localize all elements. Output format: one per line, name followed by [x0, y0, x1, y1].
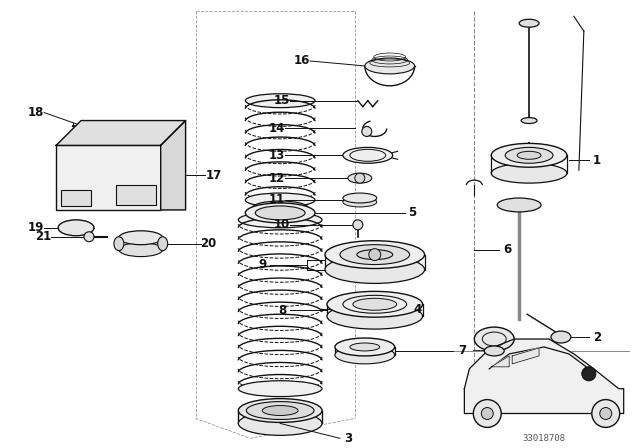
Ellipse shape: [119, 231, 163, 245]
Ellipse shape: [114, 237, 124, 250]
Text: 1: 1: [593, 154, 601, 167]
Text: 18: 18: [28, 106, 44, 119]
Ellipse shape: [157, 237, 168, 250]
Bar: [56, 146, 161, 210]
Ellipse shape: [325, 256, 424, 284]
Ellipse shape: [484, 346, 504, 356]
Ellipse shape: [255, 206, 305, 220]
Polygon shape: [56, 121, 186, 146]
Ellipse shape: [327, 291, 422, 317]
Ellipse shape: [492, 143, 567, 167]
Ellipse shape: [238, 212, 322, 228]
Text: 7: 7: [458, 345, 467, 358]
Ellipse shape: [262, 405, 298, 415]
Text: 33018708: 33018708: [522, 434, 566, 443]
Ellipse shape: [348, 173, 372, 183]
Ellipse shape: [327, 303, 422, 329]
Ellipse shape: [335, 338, 395, 356]
Ellipse shape: [353, 298, 397, 310]
Ellipse shape: [245, 193, 315, 207]
Circle shape: [353, 220, 363, 230]
Ellipse shape: [238, 381, 322, 396]
Ellipse shape: [492, 163, 567, 183]
Polygon shape: [512, 348, 539, 364]
Ellipse shape: [505, 147, 553, 163]
Text: 17: 17: [205, 168, 221, 182]
Circle shape: [592, 400, 620, 427]
Ellipse shape: [252, 201, 308, 215]
Ellipse shape: [519, 19, 539, 27]
Circle shape: [84, 232, 94, 242]
Text: 8: 8: [278, 304, 286, 317]
Ellipse shape: [238, 412, 322, 435]
Ellipse shape: [343, 197, 377, 207]
Ellipse shape: [119, 243, 163, 257]
Ellipse shape: [350, 343, 380, 351]
Circle shape: [600, 408, 612, 419]
Text: 6: 6: [503, 243, 511, 256]
Circle shape: [582, 367, 596, 381]
Ellipse shape: [551, 331, 571, 343]
Ellipse shape: [325, 241, 424, 268]
Bar: [116, 185, 156, 205]
Circle shape: [355, 173, 365, 183]
Text: 12: 12: [269, 172, 285, 185]
Ellipse shape: [245, 203, 315, 223]
Text: 21: 21: [35, 230, 51, 243]
Circle shape: [369, 249, 381, 261]
Text: 16: 16: [294, 55, 310, 68]
Circle shape: [474, 400, 501, 427]
Ellipse shape: [343, 147, 393, 163]
Ellipse shape: [58, 220, 94, 236]
Ellipse shape: [245, 94, 315, 108]
Text: 13: 13: [269, 149, 285, 162]
Polygon shape: [161, 121, 186, 210]
Ellipse shape: [252, 208, 308, 222]
Text: 11: 11: [269, 194, 285, 207]
Text: 3: 3: [344, 432, 352, 445]
Text: 14: 14: [269, 122, 285, 135]
Polygon shape: [492, 356, 509, 367]
Ellipse shape: [357, 250, 393, 259]
Ellipse shape: [335, 346, 395, 364]
Bar: [61, 190, 91, 206]
Ellipse shape: [365, 58, 415, 74]
Ellipse shape: [517, 151, 541, 159]
Text: 2: 2: [593, 331, 601, 344]
Text: 15: 15: [274, 94, 291, 107]
Ellipse shape: [474, 327, 514, 351]
Ellipse shape: [238, 399, 322, 422]
Text: 20: 20: [200, 237, 216, 250]
Text: 5: 5: [408, 207, 417, 220]
Ellipse shape: [340, 245, 410, 265]
Text: 9: 9: [258, 258, 266, 271]
Text: 4: 4: [413, 303, 422, 316]
Ellipse shape: [246, 401, 314, 419]
Ellipse shape: [497, 198, 541, 212]
Circle shape: [481, 408, 493, 419]
Ellipse shape: [521, 117, 537, 124]
Ellipse shape: [343, 193, 377, 203]
Text: 10: 10: [274, 218, 291, 231]
Text: 19: 19: [28, 221, 44, 234]
Circle shape: [362, 126, 372, 137]
Polygon shape: [465, 339, 623, 414]
